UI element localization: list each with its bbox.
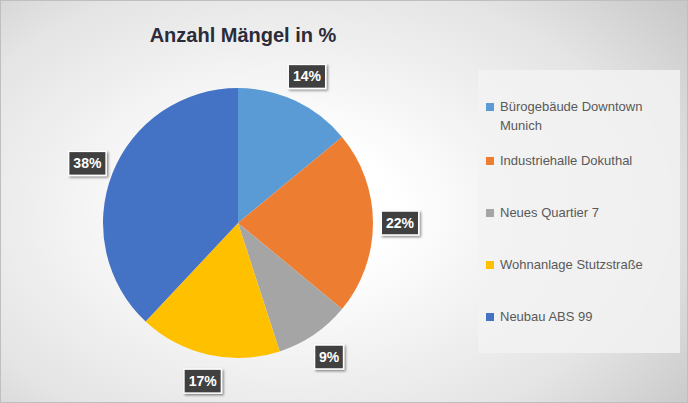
data-label-box	[381, 211, 419, 235]
data-label-box	[69, 151, 107, 175]
data-label-text: 9%	[319, 349, 340, 365]
data-label: 17%	[184, 369, 222, 393]
data-labels: 14% 22% 9% 17% 38%	[69, 64, 419, 393]
chart-title: Anzahl Mängel in %	[150, 24, 337, 46]
legend-swatch	[486, 313, 494, 321]
pie-slice	[103, 88, 238, 321]
data-label-box	[184, 369, 222, 393]
legend-text: Wohnanlage Stutzstraße	[500, 255, 665, 274]
data-label: 38%	[69, 151, 107, 175]
legend-swatch	[486, 103, 494, 111]
data-label-text: 22%	[386, 215, 415, 231]
data-label-box	[315, 345, 344, 369]
legend-text: Bürogebäude Downtown Munich	[500, 97, 665, 135]
data-label-text: 38%	[73, 155, 102, 171]
legend-text: Industriehalle Dokuthal	[500, 151, 665, 170]
data-label: 22%	[381, 211, 419, 235]
legend: Bürogebäude Downtown Munich Industriehall…	[478, 70, 680, 353]
data-label-text: 17%	[189, 373, 218, 389]
data-label: 14%	[288, 64, 326, 88]
legend-text: Neues Quartier 7	[500, 203, 665, 222]
data-label: 9%	[315, 345, 344, 369]
legend-swatch	[486, 157, 494, 165]
pie	[103, 88, 373, 358]
data-label-text: 14%	[293, 68, 322, 84]
legend-text: Neubau ABS 99	[500, 307, 665, 326]
legend-swatch	[486, 209, 494, 217]
data-label-box	[288, 64, 326, 88]
legend-swatch	[486, 261, 494, 269]
